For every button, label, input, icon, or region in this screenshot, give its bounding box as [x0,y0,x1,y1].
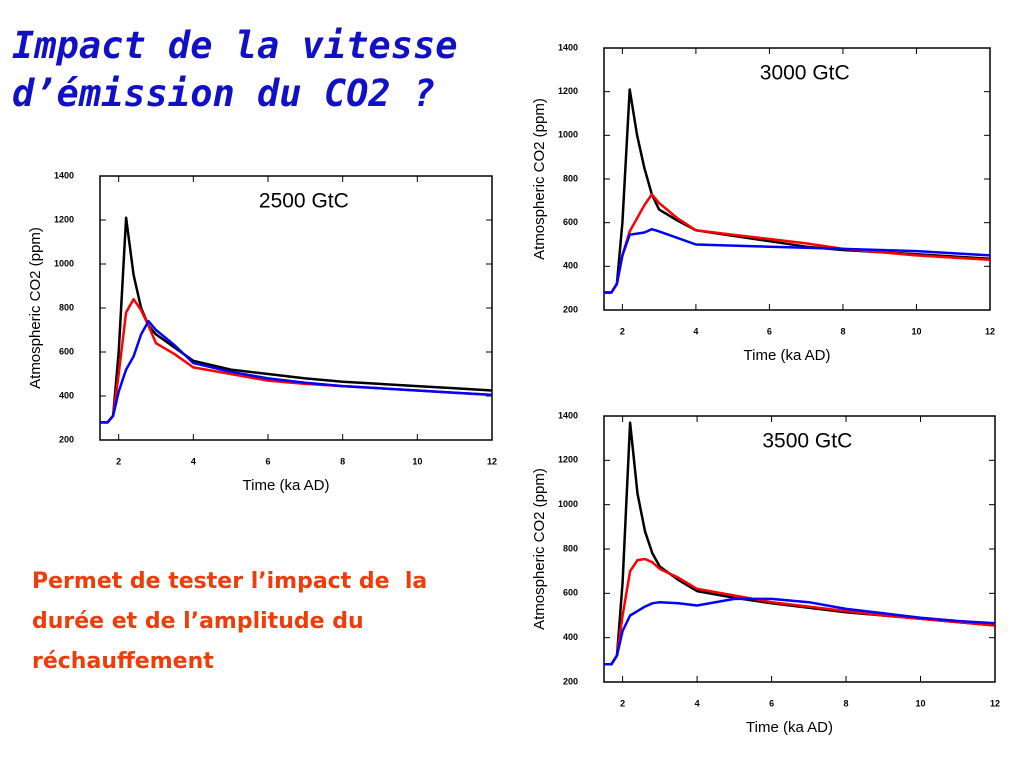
y-tick-label: 1200 [558,455,578,465]
x-tick-label: 10 [911,326,921,336]
body-line: réchauffement [32,649,214,674]
data-line [604,597,996,666]
y-axis-label: Atmospheric CO2 (ppm) [27,227,44,389]
chart-title: 3500 GtC [762,430,852,453]
data-line [604,193,991,294]
x-tick-label: 8 [840,326,845,336]
data-line [604,421,996,666]
x-tick-label: 12 [985,326,995,336]
y-tick-label: 400 [563,261,578,271]
y-tick-label: 800 [563,173,578,183]
x-tick-label: 6 [767,326,772,336]
y-tick-label: 400 [59,390,74,400]
body-line: durée et de l’amplitude du [32,609,364,634]
data-line [100,216,493,424]
y-tick-label: 400 [563,632,578,642]
x-tick-label: 12 [487,456,497,466]
data-line [604,557,996,666]
plot-frame [603,47,991,311]
y-tick-label: 200 [59,434,74,444]
y-tick-label: 800 [59,302,74,312]
x-axis-label: Time (ka AD) [243,477,330,494]
x-tick-label: 12 [990,698,1000,708]
y-tick-label: 1200 [54,214,74,224]
x-tick-label: 2 [620,698,625,708]
x-tick-label: 8 [844,698,849,708]
y-tick-label: 1000 [54,258,74,268]
data-line [100,319,493,424]
slide-title: Impact de la vitesse d’émission du CO2 ? [12,22,458,118]
y-tick-label: 200 [563,676,578,686]
chart-title: 3000 GtC [760,62,850,85]
y-tick-label: 1400 [558,42,578,52]
title-line: d’émission du CO2 ? [12,72,436,115]
y-tick-label: 200 [563,304,578,314]
y-axis-label: Atmospheric CO2 (ppm) [531,468,548,630]
x-tick-label: 4 [191,456,196,466]
plot-frame [99,175,493,441]
x-tick-label: 8 [340,456,345,466]
x-tick-label: 10 [916,698,926,708]
y-axis-label: Atmospheric CO2 (ppm) [531,98,548,260]
x-tick-label: 10 [412,456,422,466]
y-tick-label: 800 [563,543,578,553]
y-tick-label: 600 [563,217,578,227]
chart-title: 2500 GtC [259,190,349,213]
data-line [100,297,493,424]
x-tick-label: 2 [116,456,121,466]
y-tick-label: 1400 [558,410,578,420]
x-tick-label: 4 [695,698,700,708]
y-tick-label: 600 [59,346,74,356]
plot-frame [603,415,996,683]
data-line [604,227,991,294]
body-text: Permet de tester l’impact de la durée et… [32,562,427,682]
data-line [604,88,991,294]
x-tick-label: 2 [620,326,625,336]
y-tick-label: 1200 [558,86,578,96]
x-tick-label: 4 [693,326,698,336]
y-tick-label: 1000 [558,130,578,140]
y-tick-label: 1400 [54,170,74,180]
body-line: Permet de tester l’impact de la [32,569,428,594]
x-tick-label: 6 [769,698,774,708]
x-axis-label: Time (ka AD) [744,347,831,364]
x-tick-label: 6 [265,456,270,466]
y-tick-label: 600 [563,588,578,598]
y-tick-label: 1000 [558,499,578,509]
x-axis-label: Time (ka AD) [746,719,833,736]
title-line: Impact de la vitesse [12,24,458,67]
